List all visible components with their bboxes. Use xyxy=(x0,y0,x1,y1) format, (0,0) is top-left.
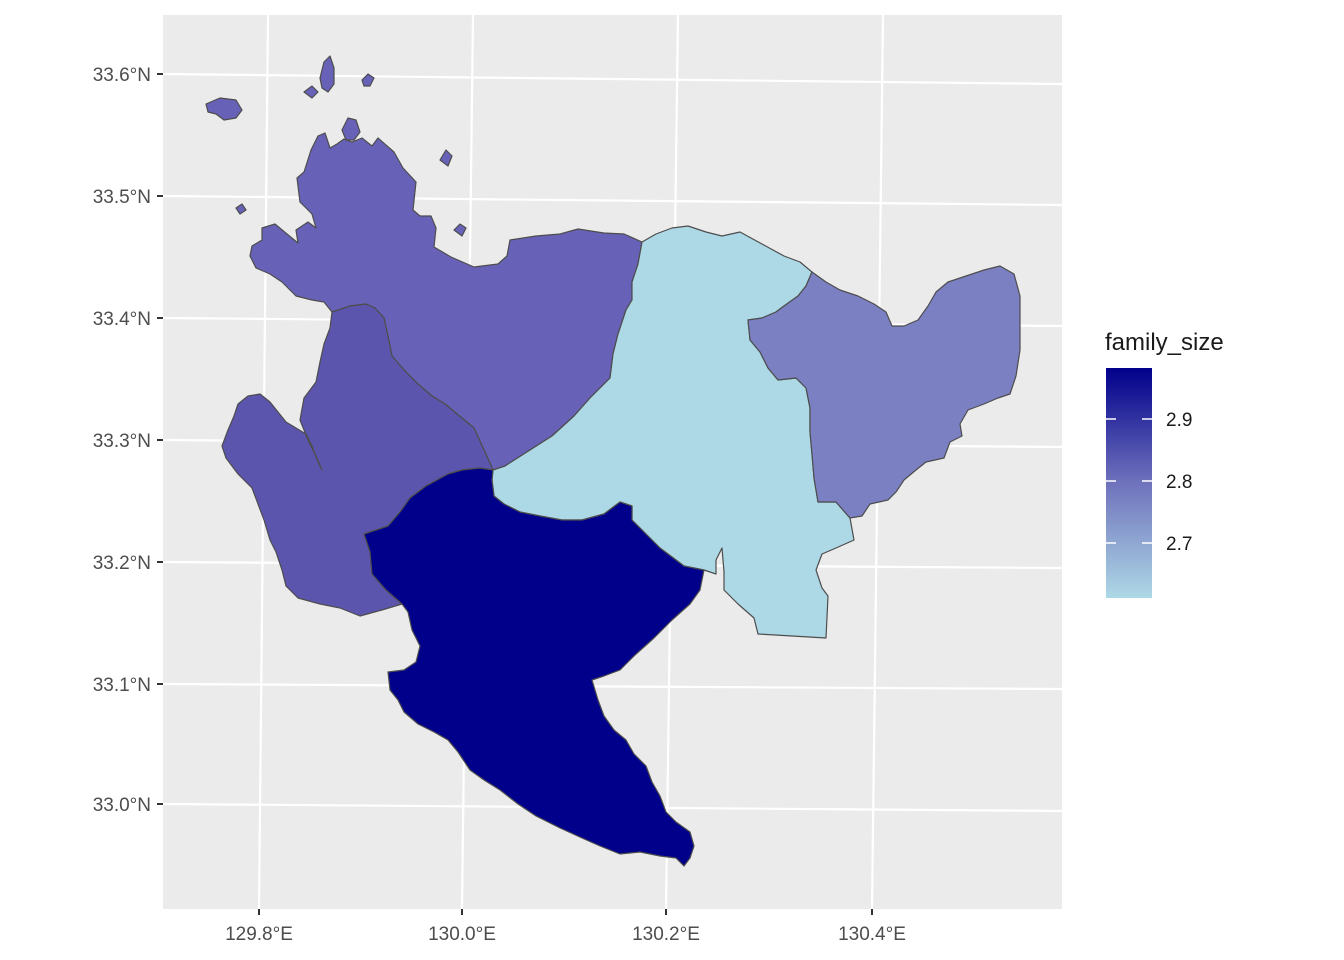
region-south[interactable] xyxy=(363,467,705,867)
y-tick-label: 33.4°N xyxy=(93,309,151,330)
region-west[interactable] xyxy=(221,303,494,617)
x-tick-label: 130.0°E xyxy=(428,924,496,945)
region-northwest-island-1[interactable] xyxy=(205,97,243,121)
region-northwest-island-5[interactable] xyxy=(341,117,361,141)
regions xyxy=(205,55,1021,867)
region-northwest-island-8[interactable] xyxy=(235,203,247,215)
y-tick-label: 33.2°N xyxy=(93,553,151,574)
region-northwest-island-7[interactable] xyxy=(453,223,467,237)
region-northwest-island-6[interactable] xyxy=(439,149,453,167)
legend-title: family_size xyxy=(1105,329,1224,356)
parallel-33.1 xyxy=(163,682,1062,691)
x-axis: 129.8°E 130.0°E 130.2°E 130.4°E xyxy=(225,909,906,945)
x-tick-label: 130.4°E xyxy=(838,924,906,945)
x-tick-label: 130.2°E xyxy=(632,924,700,945)
legend-label: 2.7 xyxy=(1166,534,1192,555)
x-tick-label: 129.8°E xyxy=(225,924,293,945)
y-tick-label: 33.6°N xyxy=(93,65,151,86)
y-axis: 33.6°N 33.5°N 33.4°N 33.3°N 33.2°N 33.1°… xyxy=(93,65,163,816)
region-northwest-island-2[interactable] xyxy=(319,55,335,93)
region-east[interactable] xyxy=(747,265,1021,519)
legend: family_size 2.9 2.8 2.7 xyxy=(1105,329,1224,598)
legend-label: 2.9 xyxy=(1166,410,1192,431)
y-tick-label: 33.5°N xyxy=(93,187,151,208)
region-northwest-island-4[interactable] xyxy=(361,73,375,87)
y-tick-label: 33.1°N xyxy=(93,675,151,696)
legend-label: 2.8 xyxy=(1166,472,1192,493)
legend-colorbar xyxy=(1106,368,1152,598)
region-northwest-island-3[interactable] xyxy=(303,85,319,99)
y-tick-label: 33.3°N xyxy=(93,431,151,452)
parallel-33.6 xyxy=(163,72,1062,86)
y-tick-label: 33.0°N xyxy=(93,795,151,816)
